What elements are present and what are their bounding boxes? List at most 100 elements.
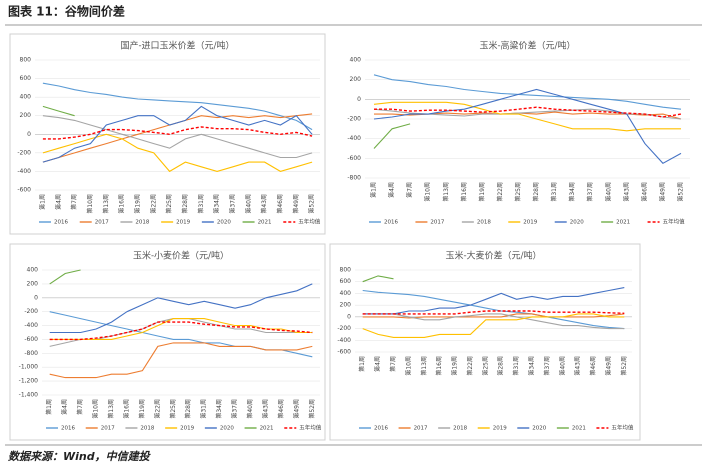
y-tick-label: -200 [17,149,31,156]
y-tick-label: 400 [350,57,362,64]
x-tick-label: 第28周 [184,399,192,419]
x-tick-label: 第31周 [550,182,558,202]
legend-label: 五年均值 [298,218,321,226]
y-tick-label: -400 [337,337,351,344]
x-tick-label: 第13周 [102,194,110,214]
series-line [374,106,682,118]
x-tick-label: 第7周 [389,356,397,372]
y-tick-label: 0 [34,294,38,301]
x-tick-label: 第34周 [527,356,535,376]
legend-label: 五年均值 [611,424,634,432]
series-line [373,101,681,132]
x-tick-label: 第19周 [478,182,486,202]
series-line [362,275,394,283]
x-tick-label: 第28周 [181,194,189,214]
series-line [362,313,625,330]
series-line [49,269,81,285]
y-tick-label: 800 [340,267,352,274]
series-line [49,318,313,347]
legend-label: 2020 [217,220,231,226]
x-tick-label: 第25周 [165,194,173,214]
legend-label: 2019 [523,220,537,226]
panel-border [9,243,326,441]
y-tick-label: 400 [27,267,39,274]
x-tick-label: 第10周 [86,194,94,214]
series-line [42,115,313,159]
y-tick-label: 200 [350,76,362,83]
series-line [42,133,313,173]
legend-label: 2020 [532,426,546,432]
legend-label: 2017 [430,220,444,226]
x-tick-label: 第46周 [277,399,285,419]
legend-label: 2020 [220,426,234,432]
series-line [49,342,313,379]
y-tick-label: 200 [27,280,39,287]
x-tick-label: 第34周 [213,194,221,214]
legend-label: 2021 [260,426,274,432]
legend-label: 2016 [374,426,388,432]
x-tick-label: 第28周 [497,356,505,376]
legend-label: 2021 [572,426,586,432]
x-tick-label: 第19周 [133,194,141,214]
x-tick-label: 第37周 [228,194,236,214]
x-tick-label: 第10周 [92,399,100,419]
y-tick-label: 0 [347,313,351,320]
x-tick-label: 第19周 [451,356,459,376]
source-note: 数据来源：Wind，中信建投 [8,450,152,463]
x-tick-label: 第1周 [370,182,378,198]
x-tick-label: 第49周 [658,182,666,202]
x-tick-label: 第40周 [244,194,252,214]
x-tick-label: 第31周 [200,399,208,419]
x-tick-label: 第4周 [54,194,62,210]
figure-title: 图表 11：谷物间价差 [8,4,125,19]
y-tick-label: -600 [24,336,38,343]
y-tick-label: 600 [340,278,352,285]
series-line [42,105,75,117]
x-tick-label: 第25周 [514,182,522,202]
y-tick-label: -800 [24,350,38,357]
x-tick-label: 第13周 [420,356,428,376]
legend-label: 2016 [384,220,398,226]
x-tick-label: 第52周 [308,399,316,419]
y-tick-label: -400 [17,168,31,175]
x-tick-label: 第10周 [424,182,432,202]
legend-label: 2016 [54,220,68,226]
x-tick-label: 第16周 [460,182,468,202]
y-tick-label: 0 [357,96,361,103]
y-tick-label: -600 [347,155,361,162]
x-tick-label: 第19周 [138,399,146,419]
legend-label: 2020 [570,220,584,226]
x-tick-label: 第37周 [586,182,594,202]
x-tick-label: 第22周 [153,399,161,419]
x-tick-label: 第1周 [45,399,53,415]
series-line [362,313,625,338]
x-tick-label: 第13周 [442,182,450,202]
legend-label: 五年均值 [663,218,686,226]
x-tick-label: 第7周 [406,182,414,198]
x-tick-label: 第34周 [568,182,576,202]
legend-label: 2018 [140,426,154,432]
x-tick-label: 第16周 [435,356,443,376]
series-line [373,88,682,164]
x-tick-label: 第52周 [620,356,628,376]
legend-label: 2019 [493,426,507,432]
x-tick-label: 第52周 [308,194,316,214]
legend-label: 2018 [135,220,149,226]
x-tick-label: 第43周 [574,356,582,376]
series-line [42,126,313,140]
y-tick-label: -600 [17,187,31,194]
chart-title: 国产-进口玉米价差（元/吨） [120,40,234,52]
x-tick-label: 第28周 [532,182,540,202]
x-tick-label: 第46周 [589,356,597,376]
x-tick-label: 第16周 [118,194,126,214]
x-tick-label: 第4周 [374,356,382,372]
x-tick-label: 第37周 [543,356,551,376]
x-tick-label: 第40周 [246,399,254,419]
x-tick-label: 第25周 [169,399,177,419]
legend-label: 五年均值 [299,424,322,432]
series-line [362,289,625,330]
legend-label: 2021 [258,220,272,226]
y-tick-label: -400 [347,135,361,142]
y-tick-label: -600 [337,349,351,356]
legend-label: 2017 [101,426,115,432]
